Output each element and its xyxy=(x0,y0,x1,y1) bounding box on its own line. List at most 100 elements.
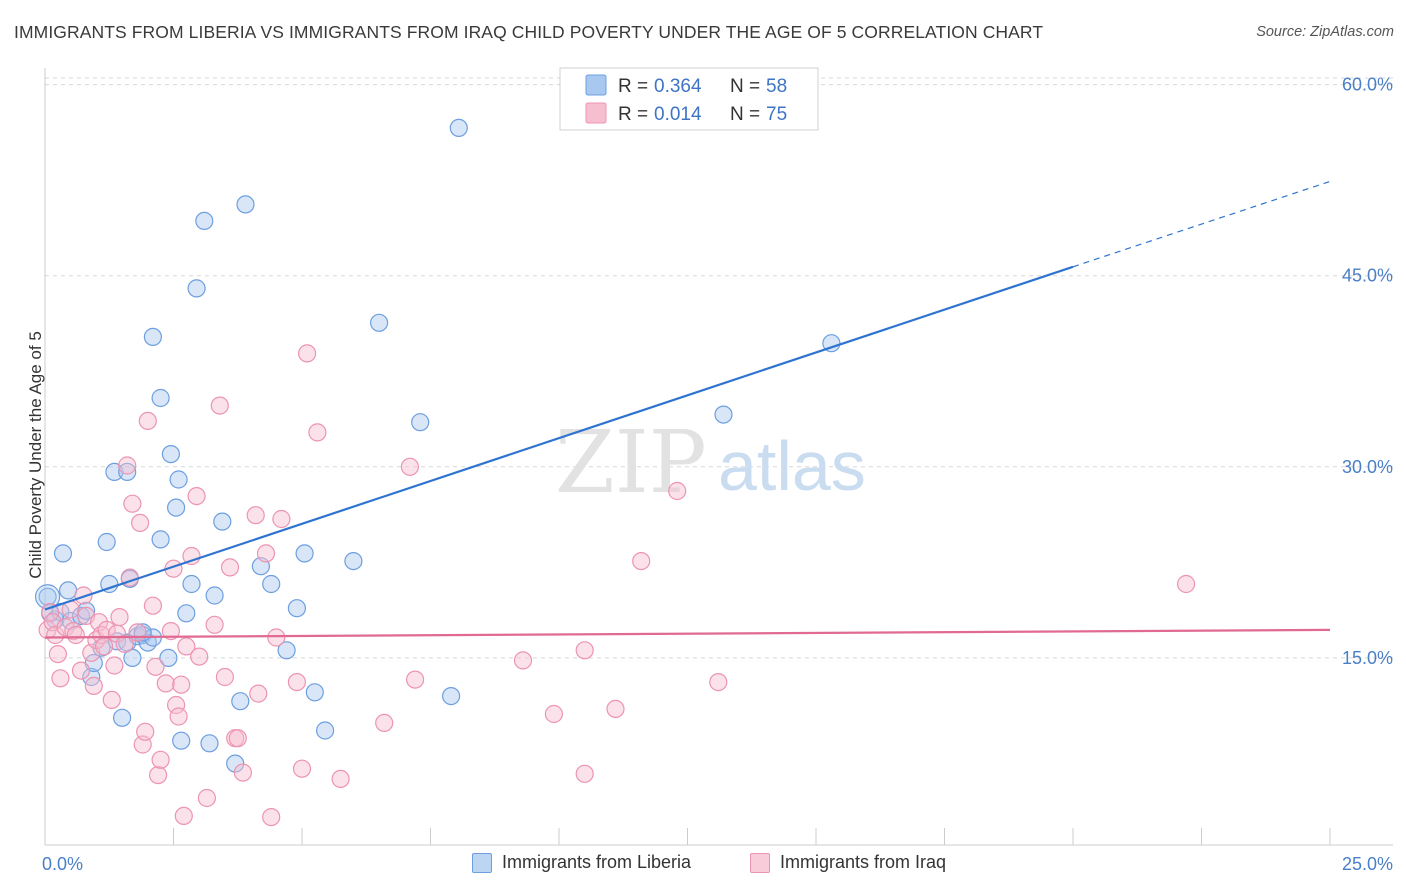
point-pink-19 xyxy=(97,620,116,640)
point-pink-32 xyxy=(138,411,157,430)
trend-line-iraq xyxy=(44,628,1331,639)
point-blue-4 xyxy=(53,544,73,563)
zipatlas-watermark: ZIP atlas xyxy=(555,413,866,513)
point-pink-18 xyxy=(94,637,114,656)
series-legend-iraq[interactable]: Immigrants from Iraq xyxy=(750,852,946,873)
point-blue-33 xyxy=(172,731,191,750)
series-legend-liberia[interactable]: Immigrants from Liberia xyxy=(472,852,691,873)
point-blue-28 xyxy=(151,388,170,408)
point-pink-21 xyxy=(105,656,124,675)
point-pink-40 xyxy=(167,695,186,715)
point-blue-5 xyxy=(58,581,78,600)
point-pink-71 xyxy=(544,704,564,724)
point-blue-40 xyxy=(213,512,232,531)
point-pink-23 xyxy=(110,607,129,627)
point-blue-25 xyxy=(118,462,137,481)
point-pink-72 xyxy=(575,641,594,660)
point-pink-25 xyxy=(118,456,137,475)
trend-lines xyxy=(44,180,1331,639)
point-pink-34 xyxy=(146,657,165,676)
point-blue-49 xyxy=(305,683,324,702)
legend-n-value-liberia: 58 xyxy=(766,76,787,97)
point-pink-47 xyxy=(190,647,209,666)
x-tick-label-0: 0.0% xyxy=(42,854,83,874)
point-pink-73 xyxy=(575,764,594,783)
correlation-legend: R = 0.364 N = 58 R = 0.014 N = 75 xyxy=(559,67,819,131)
point-pink-3 xyxy=(46,625,65,645)
point-blue-31 xyxy=(167,498,186,517)
point-pink-77 xyxy=(709,672,728,692)
point-pink-4 xyxy=(48,644,68,664)
point-pink-20 xyxy=(102,690,121,710)
point-blue-52 xyxy=(370,313,389,332)
point-pink-78 xyxy=(1176,574,1196,594)
point-blue-32 xyxy=(169,470,188,489)
point-blue-17 xyxy=(123,648,142,668)
point-blue-43 xyxy=(236,195,255,214)
point-blue-34 xyxy=(177,604,196,623)
point-pink-59 xyxy=(262,807,281,827)
legend-r-value-iraq: 0.014 xyxy=(654,104,702,125)
point-pink-63 xyxy=(292,759,312,778)
point-blue-55 xyxy=(449,118,468,138)
series-legend: Immigrants from Liberia Immigrants from … xyxy=(0,852,1406,878)
point-blue-39 xyxy=(205,586,224,605)
point-pink-27 xyxy=(123,494,142,513)
iraq-points xyxy=(38,344,1196,827)
point-blue-30 xyxy=(161,445,180,464)
point-pink-31 xyxy=(136,722,155,741)
axes xyxy=(44,68,1393,846)
point-pink-50 xyxy=(210,396,229,415)
point-pink-62 xyxy=(287,672,306,692)
legend-swatch-iraq xyxy=(585,102,607,124)
point-blue-54 xyxy=(442,686,461,706)
point-pink-37 xyxy=(156,674,175,693)
point-pink-10 xyxy=(71,661,91,680)
point-pink-42 xyxy=(172,675,191,694)
y-tick-label-1: 30.0% xyxy=(1342,457,1393,477)
point-pink-58 xyxy=(256,544,276,563)
series-label-iraq: Immigrants from Iraq xyxy=(780,852,947,872)
point-pink-74 xyxy=(606,699,625,719)
point-pink-17 xyxy=(92,625,111,645)
point-pink-33 xyxy=(143,596,162,615)
watermark-atlas: atlas xyxy=(718,427,866,505)
y-tick-label-3: 60.0% xyxy=(1342,75,1393,95)
gridlines xyxy=(45,77,1393,659)
point-blue-27 xyxy=(151,530,170,549)
point-pink-61 xyxy=(272,509,291,529)
legend-n-label-liberia: N = xyxy=(730,76,760,97)
point-pink-48 xyxy=(197,788,216,808)
point-pink-28 xyxy=(128,623,147,642)
point-blue-47 xyxy=(287,599,306,618)
legend-r-value-liberia: 0.364 xyxy=(654,76,702,97)
point-pink-55 xyxy=(233,763,252,782)
legend-n-value-iraq: 75 xyxy=(766,104,787,125)
liberia-points xyxy=(34,118,841,773)
point-blue-35 xyxy=(182,574,201,594)
trend-line-liberia-extension xyxy=(1072,180,1331,268)
series-swatch-liberia xyxy=(472,852,492,873)
point-pink-46 xyxy=(187,487,206,506)
point-pink-44 xyxy=(177,637,196,656)
y-tick-labels: 15.0% 30.0% 45.0% 60.0% xyxy=(1342,75,1393,668)
legend-n-label-iraq: N = xyxy=(730,104,760,125)
point-pink-66 xyxy=(331,769,350,789)
point-blue-57 xyxy=(822,334,841,353)
y-tick-label-2: 45.0% xyxy=(1342,266,1393,286)
point-pink-64 xyxy=(298,344,317,363)
point-pink-65 xyxy=(308,423,327,442)
x-tick-labels: 0.0% 25.0% xyxy=(42,854,1393,874)
y-tick-label-0: 15.0% xyxy=(1342,648,1393,668)
point-blue-51 xyxy=(344,551,363,571)
point-pink-75 xyxy=(632,551,651,571)
legend-swatch-liberia xyxy=(585,74,607,96)
point-pink-52 xyxy=(220,558,240,577)
chart-title: IMMIGRANTS FROM LIBERIA VS IMMIGRANTS FR… xyxy=(14,22,1044,42)
point-pink-49 xyxy=(205,615,224,634)
point-pink-69 xyxy=(406,670,425,689)
point-blue-36 xyxy=(187,279,206,298)
point-pink-70 xyxy=(513,651,533,670)
point-blue-42 xyxy=(231,692,250,711)
